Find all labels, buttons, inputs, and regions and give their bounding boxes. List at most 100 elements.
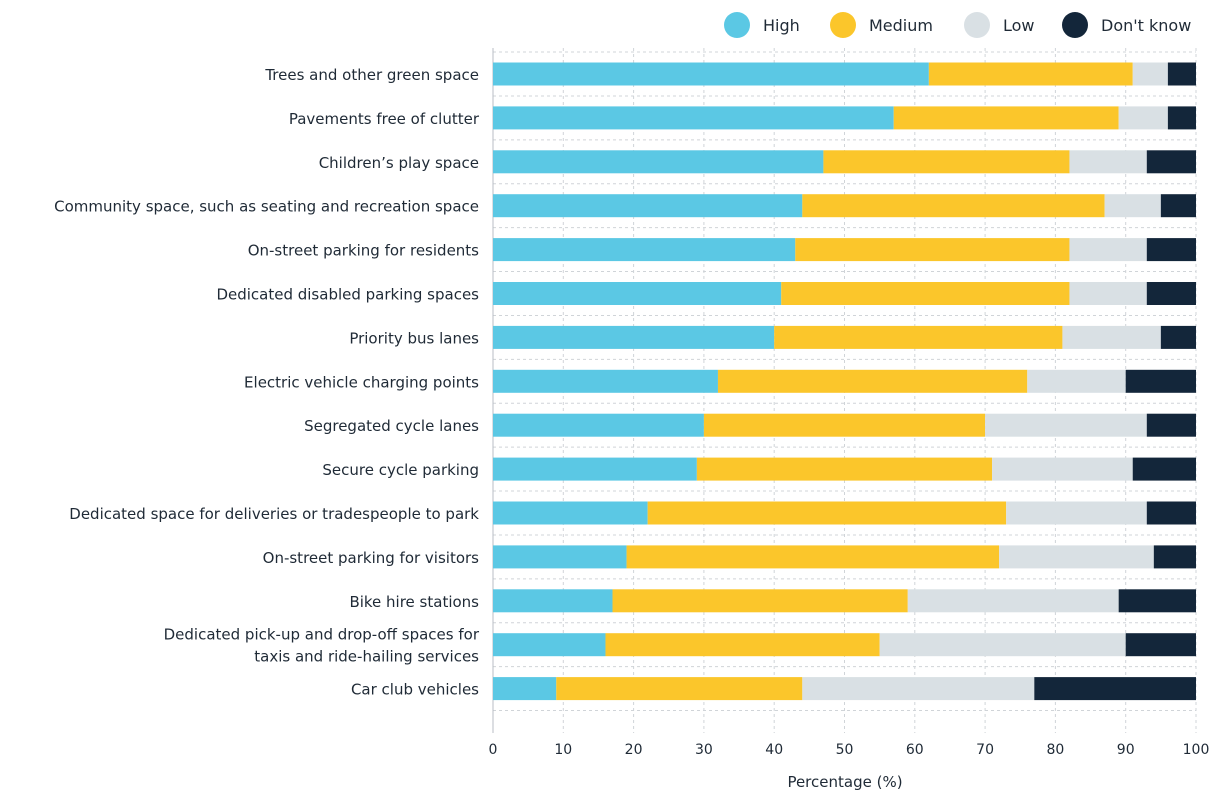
bar-segment-medium [647,501,1007,525]
bar-segment-low [985,413,1147,437]
bar-segment-low [1062,325,1161,349]
bar-segment-low [1069,150,1147,174]
bar-segment-don-t-know [1167,106,1196,130]
x-tick-label: 40 [765,742,783,758]
x-tick-label: 50 [836,742,854,758]
bar-segment-low [802,677,1035,701]
x-tick-label: 100 [1183,742,1210,758]
bar-segment-medium [612,589,908,613]
bar-segment-don-t-know [1146,150,1196,174]
bar-segment-medium [696,457,993,481]
bar-segment-don-t-know [1118,589,1196,613]
bar-segment-high [493,194,803,218]
bar-segment-high [493,369,718,393]
bar-segment-don-t-know [1146,501,1196,525]
category-label: Children’s play space [319,154,479,172]
bar-segment-don-t-know [1125,369,1196,393]
legend: High Medium Low Don't know [724,12,1191,38]
x-tick-label: 70 [976,742,994,758]
bar-segment-high [493,589,613,613]
legend-label: Don't know [1101,16,1191,35]
category-label: Dedicated disabled parking spaces [216,286,479,304]
x-tick-label: 10 [554,742,572,758]
bar-segment-high [493,150,824,174]
bar-segment-low [1006,501,1147,525]
bar-segment-high [493,633,606,657]
category-label: Community space, such as seating and rec… [54,198,479,216]
category-label: Secure cycle parking [322,461,479,479]
bar-segment-low [879,633,1126,657]
legend-swatch [964,12,990,38]
legend-swatch [1062,12,1088,38]
category-label: On-street parking for residents [248,242,479,260]
bar-segment-don-t-know [1146,282,1196,305]
bar-segment-don-t-know [1167,62,1196,86]
bar-segment-medium [928,62,1133,86]
bar-segment-medium [556,677,803,701]
bar-segment-high [493,413,704,437]
category-label: Bike hire stations [349,593,479,611]
legend-label: Low [1003,16,1035,35]
bar-segment-medium [795,238,1070,262]
bar-segment-low [1069,282,1147,305]
bar-segment-high [493,238,796,262]
bar-segment-don-t-know [1153,545,1196,569]
bar-segment-low [1069,238,1147,262]
bar-segment-don-t-know [1034,677,1196,701]
category-label: Priority bus lanes [349,329,479,347]
bar-segment-low [1027,369,1126,393]
legend-swatch [724,12,750,38]
x-ticks: 0 10 20 30 40 50 60 70 80 90 100 [489,742,1210,758]
legend-swatch [830,12,856,38]
bar-segment-high [493,62,929,86]
x-tick-label: 60 [906,742,924,758]
bar-segment-low [1132,62,1168,86]
category-label: On-street parking for visitors [263,549,480,567]
bar-segment-medium [893,106,1119,130]
category-label: Electric vehicle charging points [244,373,479,391]
bar-segment-don-t-know [1160,325,1196,349]
legend-label: Medium [869,16,933,35]
bar-segment-medium [626,545,1000,569]
bars [493,62,1196,701]
bar-segment-low [1118,106,1168,130]
category-label: Trees and other green space [264,66,479,84]
bar-segment-high [493,457,697,481]
bar-segment-low [992,457,1133,481]
bar-segment-high [493,325,775,349]
bar-segment-medium [703,413,986,437]
bar-segment-don-t-know [1160,194,1196,218]
x-tick-label: 0 [489,742,498,758]
bar-segment-high [493,501,648,525]
bar-segment-low [1104,194,1161,218]
category-label: Dedicated pick-up and drop-off spaces fo… [164,626,480,666]
bar-segment-don-t-know [1132,457,1196,481]
x-tick-label: 80 [1046,742,1064,758]
bar-segment-high [493,677,557,701]
bar-segment-don-t-know [1146,413,1196,437]
bar-segment-medium [605,633,880,657]
bar-segment-low [999,545,1154,569]
category-label: Pavements free of clutter [289,110,480,128]
bar-segment-don-t-know [1125,633,1196,657]
legend-label: High [763,16,800,35]
x-tick-label: 30 [695,742,713,758]
x-tick-label: 20 [625,742,643,758]
bar-segment-medium [781,282,1070,305]
category-label: Dedicated space for deliveries or trades… [69,505,479,523]
category-labels: Trees and other green space Pavements fre… [54,66,480,699]
bar-segment-low [907,589,1119,613]
bar-segment-medium [717,369,1028,393]
category-label: Car club vehicles [351,681,479,699]
bar-segment-medium [802,194,1105,218]
bar-segment-high [493,545,627,569]
category-label: Segregated cycle lanes [304,417,479,435]
bar-segment-medium [823,150,1070,174]
x-tick-label: 90 [1117,742,1135,758]
x-axis-label: Percentage (%) [787,773,902,791]
bar-segment-don-t-know [1146,238,1196,262]
bar-segment-high [493,106,894,130]
bar-segment-high [493,282,782,305]
